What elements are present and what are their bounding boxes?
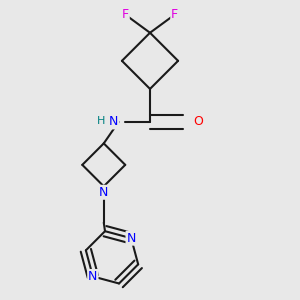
Text: N: N — [88, 270, 98, 283]
Text: F: F — [122, 8, 129, 21]
Text: O: O — [193, 116, 203, 128]
Text: H: H — [97, 116, 106, 126]
Text: N: N — [99, 186, 109, 199]
Text: N: N — [127, 232, 136, 245]
Text: N: N — [109, 116, 118, 128]
Text: F: F — [171, 8, 178, 21]
